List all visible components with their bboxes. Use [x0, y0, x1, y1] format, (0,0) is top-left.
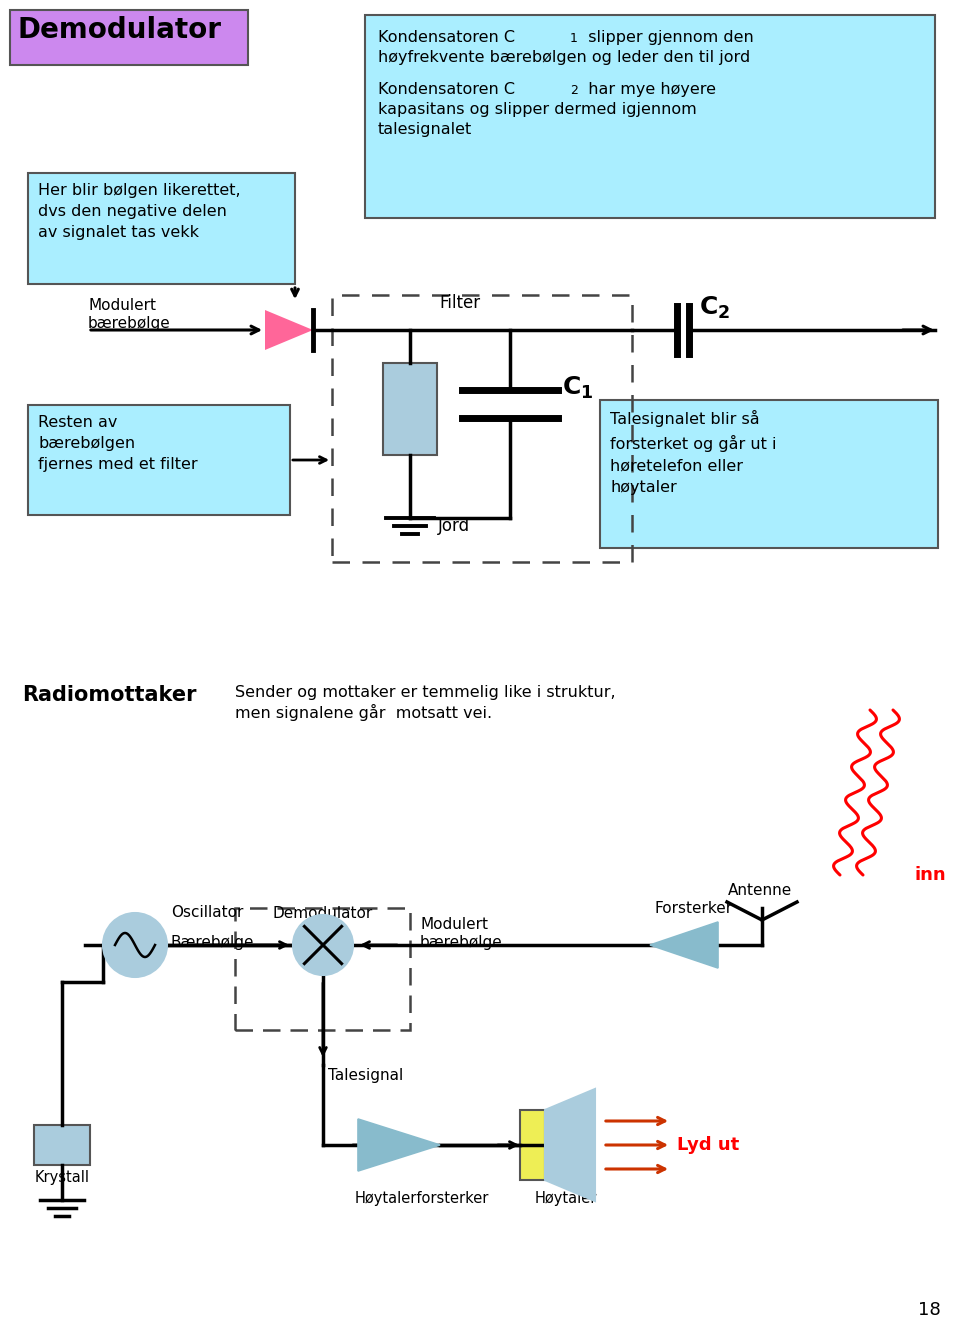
Polygon shape	[265, 309, 313, 351]
Text: Talesignalet blir så
forsterket og går ut i
høretelefon eller
høytaler: Talesignalet blir så forsterket og går u…	[610, 410, 777, 495]
Text: Demodulator: Demodulator	[273, 906, 372, 922]
Text: Radiomottaker: Radiomottaker	[22, 685, 197, 705]
Text: Resten av
bærebølgen
fjernes med et filter: Resten av bærebølgen fjernes med et filt…	[38, 414, 198, 471]
Text: $\mathbf{C_1}$: $\mathbf{C_1}$	[562, 374, 593, 401]
Polygon shape	[545, 1089, 595, 1201]
FancyBboxPatch shape	[10, 11, 248, 65]
Text: kapasitans og slipper dermed igjennom: kapasitans og slipper dermed igjennom	[378, 102, 697, 117]
Text: har mye høyere: har mye høyere	[578, 82, 716, 97]
Text: Jord: Jord	[438, 517, 470, 535]
Text: høyfrekvente bærebølgen og leder den til jord: høyfrekvente bærebølgen og leder den til…	[378, 50, 751, 65]
Text: Talesignal: Talesignal	[328, 1068, 403, 1084]
Polygon shape	[358, 1120, 440, 1171]
Text: Bærebølge: Bærebølge	[171, 935, 254, 950]
Text: 18: 18	[918, 1301, 941, 1319]
Circle shape	[293, 915, 353, 975]
FancyBboxPatch shape	[383, 363, 437, 456]
FancyBboxPatch shape	[34, 1125, 90, 1165]
Text: Antenne: Antenne	[728, 883, 792, 898]
FancyBboxPatch shape	[28, 405, 290, 515]
Text: Her blir bølgen likerettet,
dvs den negative delen
av signalet tas vekk: Her blir bølgen likerettet, dvs den nega…	[38, 183, 241, 240]
Text: bærebølge: bærebølge	[88, 316, 171, 331]
Text: men signalene går  motsatt vei.: men signalene går motsatt vei.	[235, 704, 492, 721]
FancyBboxPatch shape	[28, 173, 295, 284]
Text: Modulert: Modulert	[420, 918, 488, 932]
Text: Kondensatoren C: Kondensatoren C	[378, 31, 515, 45]
Text: Oscillator: Oscillator	[171, 904, 244, 920]
FancyBboxPatch shape	[365, 15, 935, 218]
Circle shape	[103, 914, 167, 977]
Text: bærebølge: bærebølge	[420, 935, 503, 950]
FancyBboxPatch shape	[600, 400, 938, 548]
Text: talesignalet: talesignalet	[378, 122, 472, 137]
Text: Krystall: Krystall	[35, 1170, 89, 1185]
Text: Modulert: Modulert	[88, 297, 156, 313]
Text: Demodulator: Demodulator	[18, 16, 222, 44]
Text: Forsterker: Forsterker	[654, 900, 732, 916]
Text: $\mathbf{C_2}$: $\mathbf{C_2}$	[699, 295, 731, 321]
Text: 1: 1	[570, 32, 578, 45]
Text: Høytalerforsterker: Høytalerforsterker	[355, 1191, 490, 1206]
Polygon shape	[650, 922, 718, 968]
Text: Høytaler: Høytaler	[535, 1191, 597, 1206]
Text: Sender og mottaker er temmelig like i struktur,: Sender og mottaker er temmelig like i st…	[235, 685, 615, 700]
Text: Lyd ut: Lyd ut	[677, 1135, 739, 1154]
Text: inn: inn	[915, 866, 947, 884]
Text: Kondensatoren C: Kondensatoren C	[378, 82, 515, 97]
FancyBboxPatch shape	[520, 1110, 545, 1181]
Text: slipper gjennom den: slipper gjennom den	[578, 31, 754, 45]
Text: 2: 2	[570, 84, 578, 97]
Text: Filter: Filter	[440, 293, 481, 312]
